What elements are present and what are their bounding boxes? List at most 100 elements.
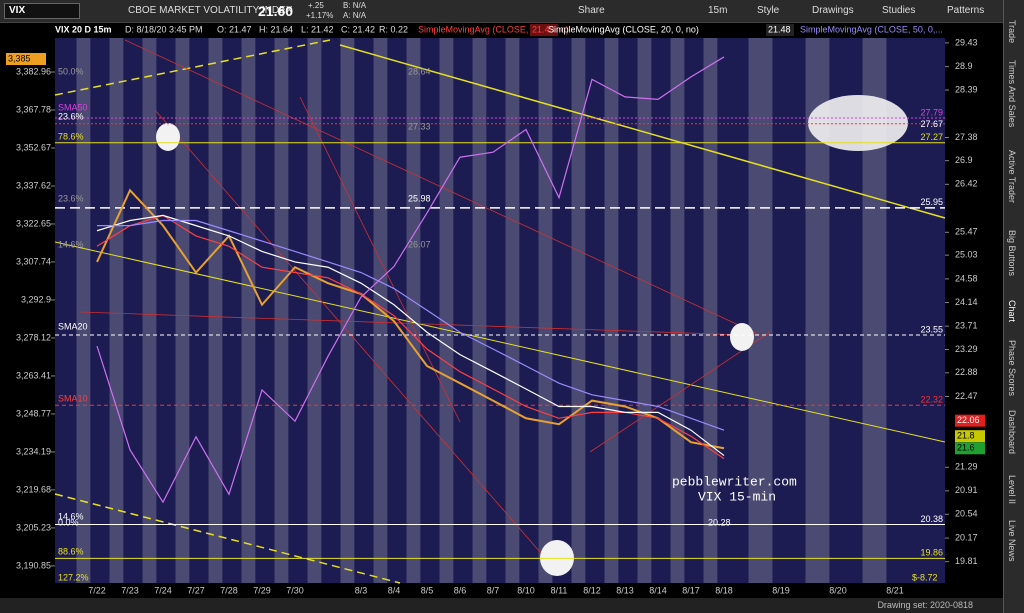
x-tick-label: 8/18 [715,585,733,595]
sidebar-tab[interactable]: Dashboard [1007,410,1017,455]
price-tag-label: 21.6 [957,443,975,453]
ask: A: N/A [343,11,367,20]
y2-tick-label: 3,248.77 [16,408,51,418]
y-tick-label: 20.91 [955,485,978,495]
x-tick-label: 8/14 [649,585,667,595]
y2-tick-label: 3,263.41 [16,370,51,380]
sidebar-tab[interactable]: Times And Sales [1007,60,1017,128]
sidebar-tab[interactable]: Level II [1007,475,1017,505]
level-label: 27.79 [920,107,943,117]
bid: B: N/A [343,1,367,10]
y-tick-label: 28.39 [955,84,978,94]
level-label: 25.95 [920,197,943,207]
y2-tick-label: 3,205.23 [16,522,51,532]
annotation: 14.6% [58,511,84,521]
header-field: L: 21.42 [301,24,334,34]
y-tick-label: 29.43 [955,37,978,47]
x-tick-label: 8/13 [616,585,634,595]
annotation: 0.0% [58,517,79,527]
annotation: pebblewriter.com [672,474,797,489]
x-tick-label: 7/28 [220,585,238,595]
x-tick-label: 8/4 [388,585,401,595]
button[interactable]: Patterns [947,5,985,16]
x-tick-label: 8/11 [551,585,568,595]
x-tick-label: 7/22 [88,585,106,595]
x-tick-label: 8/7 [487,585,500,595]
sidebar-tab[interactable]: Phase Scores [1007,340,1017,397]
header-field: O: 21.47 [217,24,252,34]
y2-tick-label: 3,234.19 [16,446,51,456]
plot-background [55,38,945,583]
stripe [142,38,157,583]
stripe [571,38,586,583]
y2-tick-label: 3,219.68 [16,484,51,494]
stripe [307,38,322,583]
button[interactable]: 15m [708,5,728,16]
annotation: 127.2% [58,572,89,582]
annotation: SMA50 [58,102,88,112]
study-value: 21.48 [768,24,791,34]
y-tick-label: 27.38 [955,132,978,142]
x-tick-label: 8/3 [355,585,368,595]
sidebar-tab[interactable]: Trade [1007,20,1017,44]
annotation: VIX 15-min [698,489,776,504]
y-tick-label: 28.9 [955,61,973,71]
level-label: 20.38 [920,514,943,524]
button[interactable]: Style [757,5,780,16]
stripe [862,38,887,583]
y-tick-label: 26.42 [955,179,978,189]
button[interactable]: Drawings [812,5,854,16]
series-line [97,219,725,431]
x-tick-label: 8/20 [829,585,847,595]
series-line [96,214,725,460]
y-tick-label: 25.03 [955,250,978,260]
y2-tick-label: 3,367.78 [16,104,51,114]
annotation: 78.6% [58,131,84,141]
stripe [472,38,487,583]
drawing-set: Drawing set: 2020-0818 [877,600,973,610]
annotation: 23.6% [58,193,84,203]
y-tick-label: 24.58 [955,273,978,283]
level-label: 22.32 [920,395,943,405]
change: +.25 [308,1,324,10]
y-tick-label: 22.47 [955,391,978,401]
button[interactable]: Studies [882,5,916,16]
last-price: 21.60 [258,3,294,19]
level-label: 27.67 [920,119,943,129]
header-field: H: 21.64 [259,24,293,34]
sidebar-tab[interactable]: Live News [1007,520,1017,562]
symbol-box[interactable]: VIX [4,3,80,19]
annotation: 88.6% [58,546,84,556]
status-bar: Drawing set: 2020-0818 [0,598,1003,613]
header-field: R: 0.22 [379,24,408,34]
sidebar-tab[interactable]: Big Buttons [1007,230,1017,277]
price-tag [955,430,985,443]
y2-tick-label: 3,337.62 [16,180,51,190]
sidebar-tab[interactable]: Active Trader [1007,150,1017,204]
x-tick-label: 8/19 [772,585,790,595]
chart: VIX 20 D 15m D: 8/18/20 3:45 PM O: 21.47 H… [6,24,985,595]
annotation: 3,385 [8,53,31,63]
stripe [637,38,652,583]
stripe [406,38,421,583]
study-label: SimpleMovingAvg (CLOSE, 10, 0, no) [418,24,569,34]
price-tag-label: 22.06 [957,415,980,425]
study-value: 21.43 [532,24,555,34]
stripe [538,38,553,583]
annotation: 50.0% [58,66,84,76]
button[interactable]: Share [578,5,605,16]
sidebar-tab[interactable]: Chart [1007,300,1017,323]
study-value-bg [530,24,558,36]
annotation: 25.98 [408,193,431,203]
change-pct: +1.17% [306,11,334,20]
y-tick-label: 20.54 [955,509,978,519]
y-tick-label: 24.14 [955,297,978,307]
y2-tick-label: 3,307.74 [16,256,51,266]
y2-tick-label: 3,292.9 [21,294,51,304]
annotation: 23.6% [58,111,84,121]
series-line [96,214,725,457]
sidebar: Trade Times And Sales Active Trader Big But… [1003,0,1024,613]
annotation: 20.28 [708,517,731,527]
x-tick-label: 8/10 [517,585,535,595]
description: CBOE MARKET VOLATILITY INDEX [128,5,293,16]
